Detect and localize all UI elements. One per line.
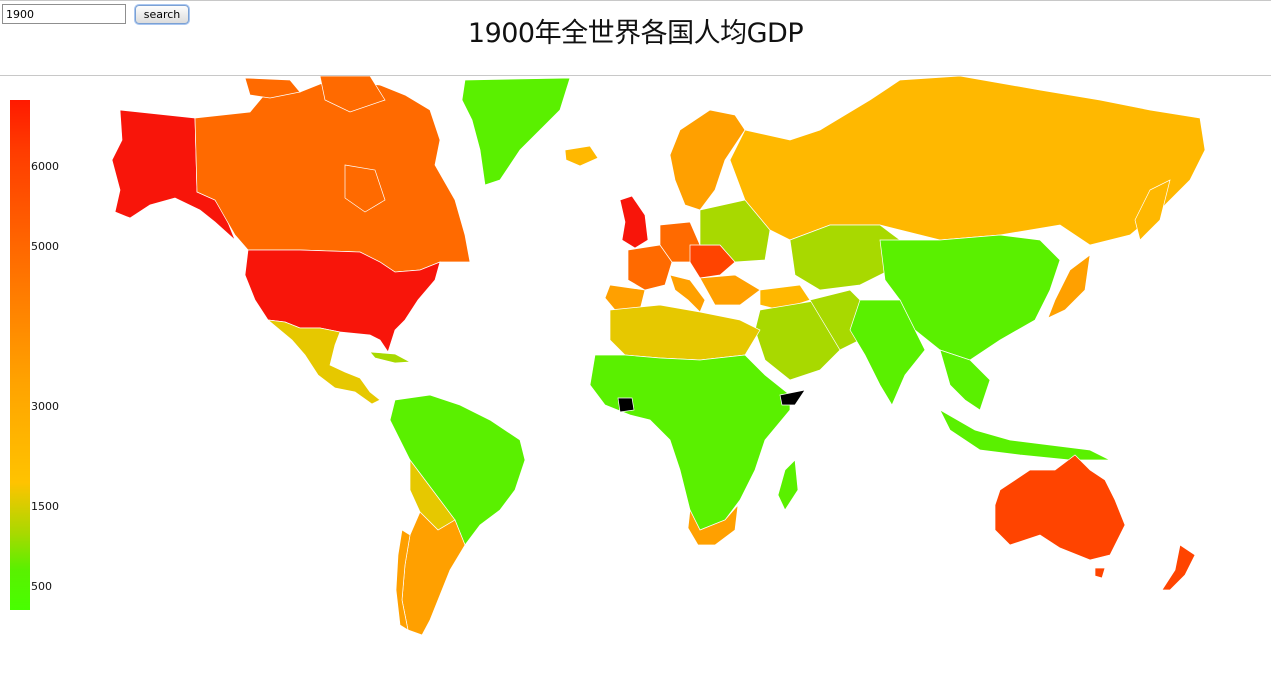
region-africa[interactable] xyxy=(589,354,791,531)
page-title: 1900年全世界各国人均GDP xyxy=(467,18,804,49)
region-uk[interactable] xyxy=(619,195,649,249)
region-south-africa[interactable] xyxy=(687,503,739,546)
region-balkans[interactable] xyxy=(699,274,761,306)
region-somalia[interactable] xyxy=(779,389,806,406)
search-button[interactable]: search xyxy=(135,5,189,24)
region-tasmania[interactable] xyxy=(1094,567,1106,579)
region-argentina[interactable] xyxy=(401,511,466,636)
region-arctic-islands[interactable] xyxy=(244,76,386,113)
region-russia[interactable] xyxy=(729,76,1206,246)
region-brazil-north[interactable] xyxy=(389,394,526,546)
region-greenland[interactable] xyxy=(461,77,571,186)
region-madagascar[interactable] xyxy=(777,459,799,511)
region-scandinavia[interactable] xyxy=(669,109,746,211)
legend-tick: 500 xyxy=(31,580,52,593)
region-canada[interactable] xyxy=(194,79,471,273)
region-ivory-coast[interactable] xyxy=(617,397,635,413)
legend-tick: 3000 xyxy=(31,400,59,413)
year-input[interactable] xyxy=(2,4,126,24)
region-mexico[interactable] xyxy=(266,319,381,405)
legend-tick: 5000 xyxy=(31,240,59,253)
color-scale-bar xyxy=(10,100,30,610)
region-indonesia[interactable] xyxy=(939,409,1111,461)
region-australia[interactable] xyxy=(994,454,1126,561)
region-india[interactable] xyxy=(849,299,926,406)
region-iceland[interactable] xyxy=(564,145,599,167)
legend-tick: 6000 xyxy=(31,160,59,173)
region-italy[interactable] xyxy=(669,274,706,313)
region-japan[interactable] xyxy=(1047,254,1091,319)
region-new-zealand[interactable] xyxy=(1161,544,1196,591)
region-kamchatka[interactable] xyxy=(1134,179,1171,241)
region-southeast-asia[interactable] xyxy=(939,349,991,411)
region-north-africa[interactable] xyxy=(609,304,761,361)
toolbar: search 1900年全世界各国人均GDP xyxy=(0,0,1271,76)
region-iberia[interactable] xyxy=(604,284,646,311)
region-cuba[interactable] xyxy=(369,351,412,364)
region-chile[interactable] xyxy=(395,529,411,631)
legend-tick: 1500 xyxy=(31,500,59,513)
world-map xyxy=(111,76,1206,636)
